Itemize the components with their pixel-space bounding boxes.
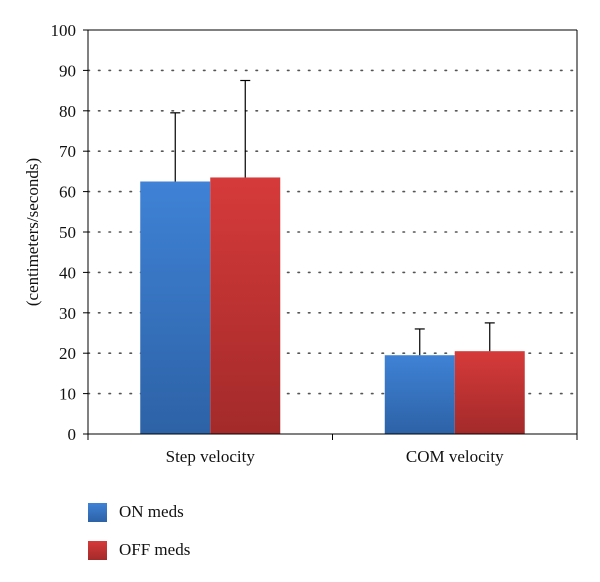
axes	[83, 29, 578, 440]
legend-swatch-off-meds	[88, 540, 107, 560]
legend-label-off-meds: OFF meds	[119, 540, 191, 559]
y-tick-label: 70	[59, 142, 76, 161]
legend-item-off-meds: OFF meds	[88, 540, 190, 560]
y-tick-label: 10	[59, 385, 76, 404]
x-tick-label: Step velocity	[166, 447, 256, 466]
y-tick-label: 80	[59, 102, 76, 121]
bar	[384, 355, 455, 434]
error-bars	[170, 79, 495, 356]
bar	[140, 181, 211, 434]
y-tick-label: 30	[59, 304, 76, 323]
y-tick-label: 100	[51, 21, 77, 40]
legend-item-on-meds: ON meds	[88, 502, 184, 522]
y-tick-label: 60	[59, 183, 76, 202]
y-tick-label: 20	[59, 344, 76, 363]
y-axis-label: (centimeters/seconds)	[23, 158, 42, 306]
legend-label-on-meds: ON meds	[119, 502, 184, 521]
y-tick-label: 50	[59, 223, 76, 242]
bar	[210, 177, 281, 434]
x-tick-label: COM velocity	[406, 447, 504, 466]
legend-swatch-on-meds	[88, 502, 107, 522]
y-tick-label: 0	[68, 425, 77, 444]
x-tick-labels: Step velocity COM velocity	[166, 447, 504, 466]
y-tick-labels: 0 10 20 30 40 50 60 70 80 90 100	[51, 21, 77, 444]
y-tick-label: 40	[59, 263, 76, 282]
bar	[454, 351, 525, 434]
bars	[140, 177, 525, 434]
y-tick-label: 90	[59, 61, 76, 80]
